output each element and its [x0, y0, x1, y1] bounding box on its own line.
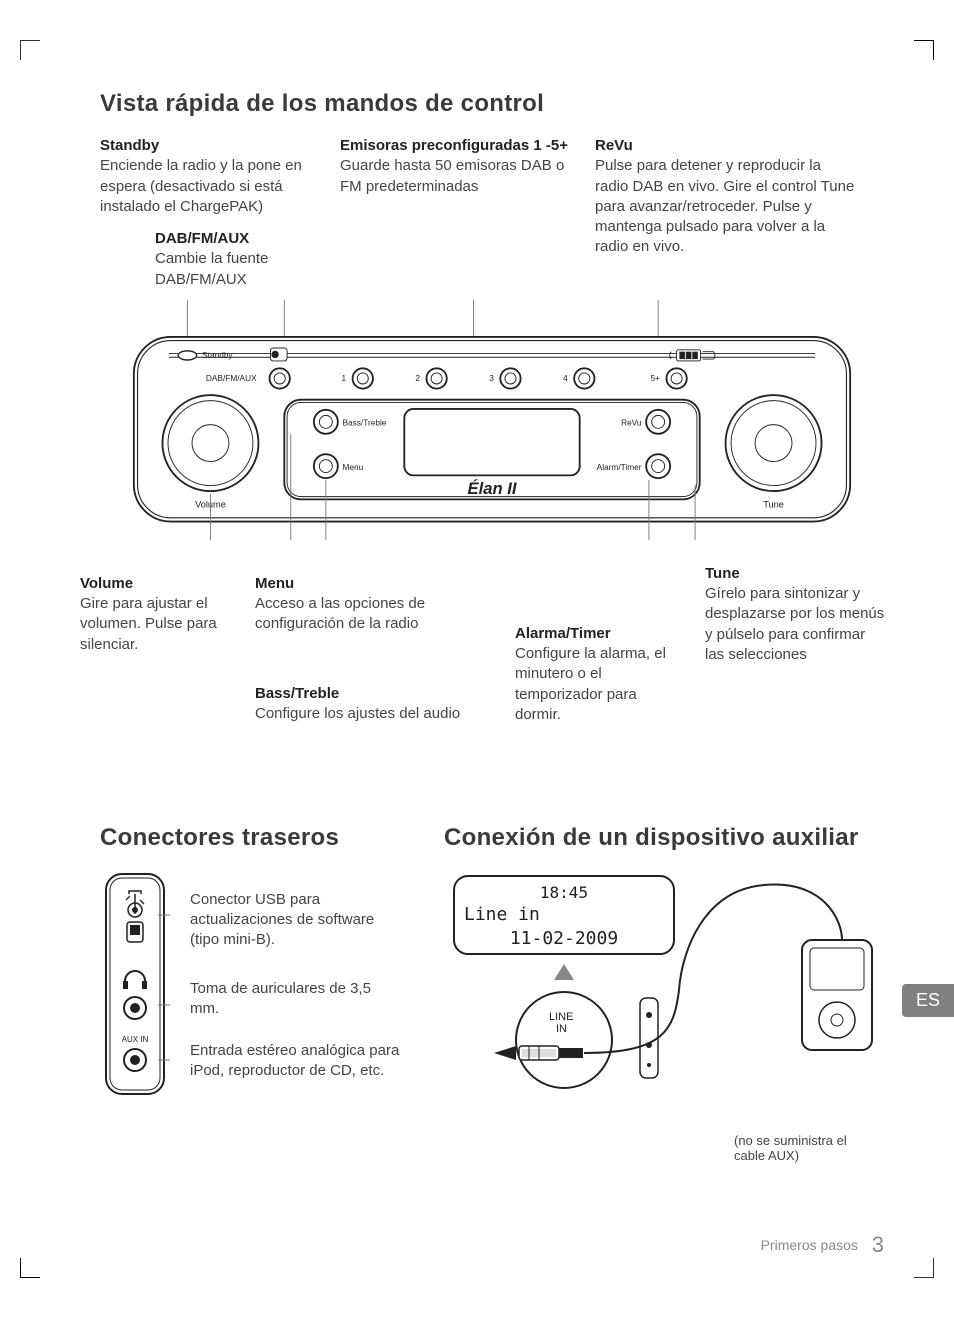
- callout-menu: Menu Acceso a las opciones de configurac…: [255, 574, 455, 635]
- presets-title: Emisoras preconfiguradas 1 -5+: [340, 136, 575, 156]
- standby-desc: Enciende la radio y la pone en espera (d…: [100, 156, 320, 217]
- aux-diagram: 18:45 Line in 11-02-2009 LINE IN: [444, 870, 884, 1120]
- callout-dabfmaux: DAB/FM/AUX Cambie la fuente DAB/FM/AUX: [155, 229, 320, 290]
- dev-standby-label: Standby: [202, 350, 233, 360]
- callout-standby: Standby Enciende la radio y la pone en e…: [100, 136, 320, 290]
- rear-section: Conectores traseros: [100, 824, 404, 1163]
- svg-text:Line in: Line in: [464, 904, 540, 925]
- revu-title: ReVu: [595, 136, 855, 156]
- svg-text:AUX IN: AUX IN: [122, 1035, 149, 1044]
- rear-headphone-desc: Toma de auriculares de 3,5 mm.: [190, 979, 404, 1020]
- svg-text:5+: 5+: [651, 373, 661, 383]
- section3-title: Conexión de un dispositivo auxiliar: [444, 824, 884, 852]
- section2-title: Conectores traseros: [100, 824, 404, 852]
- svg-text:1: 1: [342, 373, 347, 383]
- brand-label: Élan II: [468, 479, 517, 498]
- rear-auxin-desc: Entrada estéreo analógica para iPod, rep…: [190, 1041, 404, 1082]
- svg-text:2: 2: [415, 373, 420, 383]
- rear-usb-desc: Conector USB para actualizaciones de sof…: [190, 890, 404, 951]
- svg-text:11-02-2009: 11-02-2009: [510, 928, 618, 949]
- dev-tune-label: Tune: [763, 499, 784, 509]
- footer-label: Primeros pasos: [761, 1237, 858, 1253]
- dev-dabfmaux-label: DAB/FM/AUX: [206, 373, 257, 383]
- dev-menu-label: Menu: [342, 462, 363, 472]
- presets-desc: Guarde hasta 50 emisoras DAB o FM predet…: [340, 156, 575, 197]
- svg-text:3: 3: [489, 373, 494, 383]
- callout-volume: Volume Gire para ajustar el volumen. Pul…: [80, 574, 240, 655]
- bottom-callouts: Volume Gire para ajustar el volumen. Pul…: [100, 574, 884, 764]
- callout-alarm: Alarma/Timer Configure la alarma, el min…: [515, 624, 685, 725]
- dev-alarmtimer-label: Alarm/Timer: [597, 462, 642, 472]
- page-number: 3: [872, 1232, 884, 1257]
- rear-panel-diagram: AUX IN: [100, 870, 170, 1100]
- section1-title: Vista rápida de los mandos de control: [100, 90, 884, 118]
- page-footer: Primeros pasos 3: [761, 1230, 884, 1256]
- svg-text:LINE: LINE: [549, 1011, 573, 1023]
- revu-desc: Pulse para detener y reproducir la radio…: [595, 156, 855, 257]
- top-callouts: Standby Enciende la radio y la pone en e…: [100, 136, 884, 290]
- language-tab: ES: [902, 984, 954, 1017]
- dev-revu-label: ReVu: [621, 417, 642, 427]
- device-diagram: Standby DAB/FM/AUX 1 2 3: [100, 300, 884, 570]
- aux-note: (no se suministra el cable AUX): [734, 1133, 874, 1163]
- standby-title: Standby: [100, 136, 320, 156]
- callout-presets: Emisoras preconfiguradas 1 -5+ Guarde ha…: [340, 136, 575, 290]
- callout-tune: Tune Gírelo para sintonizar y desplazars…: [705, 564, 885, 665]
- dev-basstreble-label: Bass/Treble: [342, 417, 386, 427]
- dabfmaux-desc: Cambie la fuente DAB/FM/AUX: [155, 249, 320, 290]
- callout-revu: ReVu Pulse para detener y reproducir la …: [595, 136, 855, 290]
- svg-text:4: 4: [563, 373, 568, 383]
- svg-text:IN: IN: [556, 1023, 567, 1035]
- aux-section: Conexión de un dispositivo auxiliar 18:4…: [444, 824, 884, 1163]
- svg-text:18:45: 18:45: [540, 883, 588, 902]
- callout-basstreble: Bass/Treble Configure los ajustes del au…: [255, 684, 505, 725]
- dabfmaux-title: DAB/FM/AUX: [155, 229, 320, 249]
